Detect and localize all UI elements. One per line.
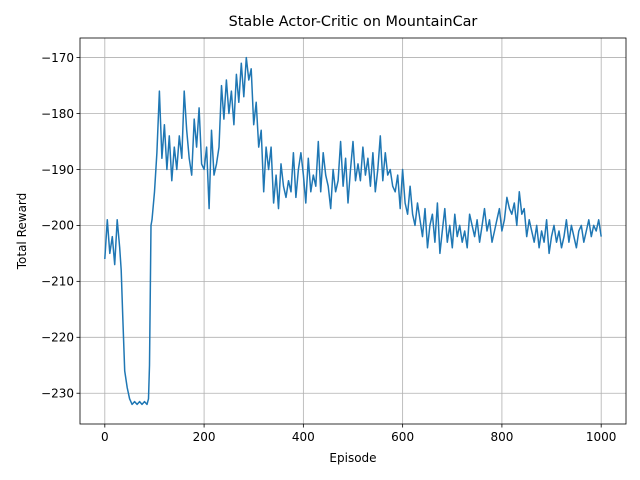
x-tick-label: 1000 xyxy=(586,430,617,444)
x-tick-label: 600 xyxy=(391,430,414,444)
x-tick-label: 400 xyxy=(292,430,315,444)
x-tick-label: 800 xyxy=(490,430,513,444)
plot-area xyxy=(80,38,626,424)
y-tick-label: −230 xyxy=(41,387,74,401)
x-axis: 0 200 400 600 800 1000 xyxy=(101,424,616,444)
x-tick-label: 0 xyxy=(101,430,109,444)
x-tick-label: 200 xyxy=(193,430,216,444)
y-axis-label: Total Reward xyxy=(15,193,29,271)
y-tick-label: −170 xyxy=(41,51,74,65)
chart-title: Stable Actor-Critic on MountainCar xyxy=(229,14,478,30)
series-layer xyxy=(104,56,602,406)
plot-frame xyxy=(79,37,627,425)
y-tick-label: −210 xyxy=(41,275,74,289)
y-tick-label: −190 xyxy=(41,163,74,177)
y-tick-label: −200 xyxy=(41,219,74,233)
y-axis: −170 −180 −190 −200 −210 −220 −230 xyxy=(41,51,80,401)
y-tick-label: −220 xyxy=(41,331,74,345)
reward-series-line xyxy=(104,56,602,406)
y-tick-label: −180 xyxy=(41,107,74,121)
x-axis-label: Episode xyxy=(329,451,376,465)
